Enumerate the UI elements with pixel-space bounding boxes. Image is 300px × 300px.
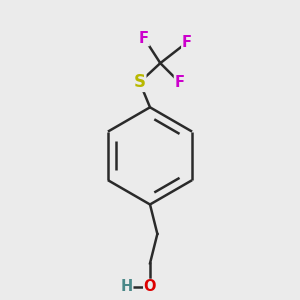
Text: H: H (120, 279, 133, 294)
Text: F: F (174, 75, 184, 90)
Text: F: F (182, 35, 192, 50)
Text: F: F (139, 31, 149, 46)
Text: S: S (134, 73, 146, 91)
Text: O: O (144, 279, 156, 294)
